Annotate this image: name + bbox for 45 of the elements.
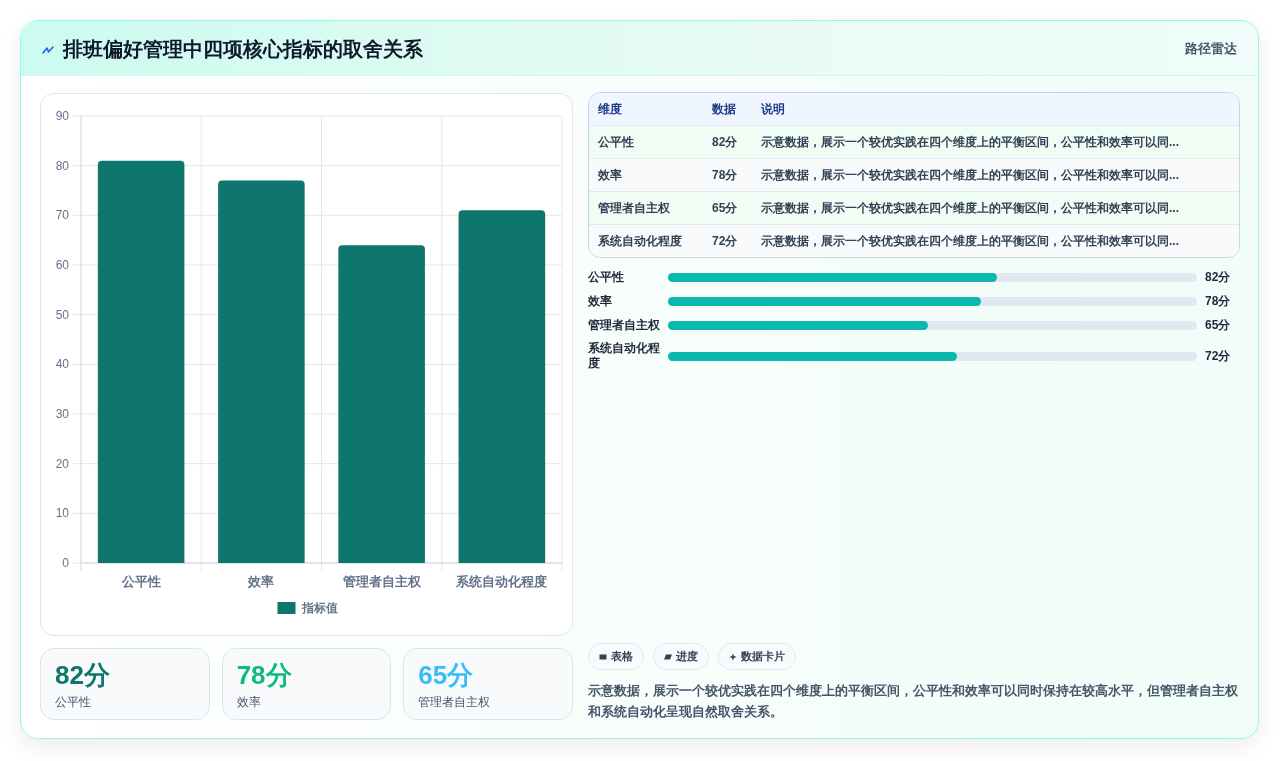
text: 示意数据，展示一个较优实践在四个维度上的平衡区间，公平性和效率可以同时保持在较高水平，但管理者自主权和系统自动化呈现自然取舍关系。 <box>588 682 1239 721</box>
data-label: 78分 <box>1205 293 1231 309</box>
text: 数据卡片 <box>741 649 785 664</box>
y-tick-label: 0 <box>62 556 70 570</box>
text: 示意数据，展示一个较优实践在四个维度上的平衡区间，公平性和效率可以同... <box>761 200 1180 217</box>
y-tick-label: 50 <box>55 307 70 322</box>
y-tick-label: 系统自动化程度 <box>588 341 661 371</box>
text: 管理者自主权 <box>418 694 492 710</box>
y-tick-label: 90 <box>55 109 70 123</box>
y-tick-label: 60 <box>55 258 70 272</box>
x-tick-label: 效率 <box>247 574 275 589</box>
text: 示意数据，展示一个较优实践在四个维度上的平衡区间，公平性和效率可以同... <box>761 167 1180 184</box>
text: 72分 <box>712 233 738 250</box>
data-label: 72分 <box>1205 348 1231 364</box>
y-tick-label: 70 <box>55 208 70 223</box>
text: 65分 <box>418 660 475 690</box>
text: 82分 <box>712 134 738 151</box>
y-tick-label: 公平性 <box>588 269 625 285</box>
legend-label: 指标值 <box>300 601 338 615</box>
x-tick-label: 公平性 <box>120 574 161 589</box>
text: 65分 <box>712 200 738 217</box>
y-tick-label: 效率 <box>588 293 613 309</box>
text: 数据 <box>712 101 736 118</box>
text: 82分 <box>55 660 111 690</box>
y-tick-label: 40 <box>55 357 70 372</box>
y-tick-label: 30 <box>55 407 70 421</box>
text: 示意数据，展示一个较优实践在四个维度上的平衡区间，公平性和效率可以同... <box>761 134 1180 151</box>
text: 78分 <box>712 167 738 184</box>
data-label: 82分 <box>1205 269 1231 285</box>
text: 路径雷达 <box>1185 40 1237 58</box>
text: 78分 <box>236 660 293 690</box>
text: 排班偏好管理中四项核心指标的取舍关系 <box>63 37 423 62</box>
y-tick-label: 20 <box>55 456 70 471</box>
text: 表格 <box>611 649 633 664</box>
text: 说明 <box>761 101 785 118</box>
y-tick-label: 80 <box>55 158 70 173</box>
data-label: 65分 <box>1205 317 1231 333</box>
text: 进度 <box>676 649 698 664</box>
text: 效率 <box>236 694 262 710</box>
y-tick-label: 10 <box>55 506 70 521</box>
x-tick-label: 系统自动化程度 <box>455 574 548 589</box>
text: 维度 <box>598 101 622 118</box>
x-tick-label: 管理者自主权 <box>341 574 422 589</box>
y-tick-label: 管理者自主权 <box>588 317 661 333</box>
text: 示意数据，展示一个较优实践在四个维度上的平衡区间，公平性和效率可以同... <box>761 233 1180 250</box>
